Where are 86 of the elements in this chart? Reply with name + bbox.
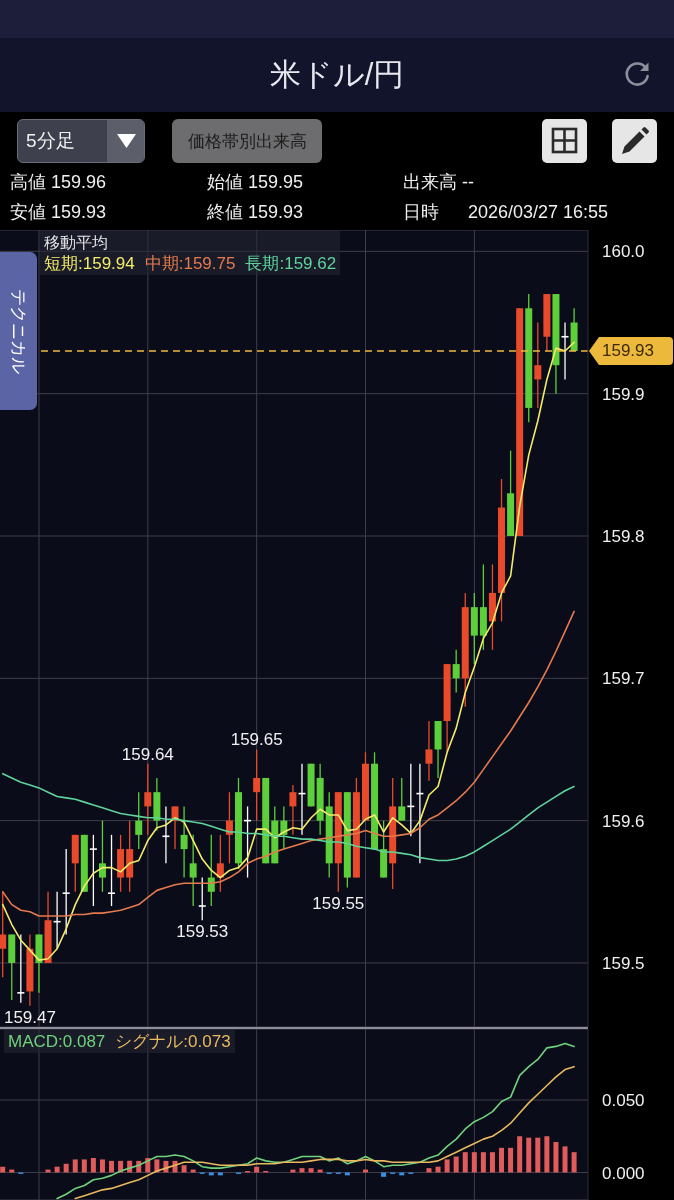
bar	[299, 1168, 305, 1173]
bar	[535, 1137, 541, 1173]
bar	[399, 1172, 405, 1176]
candlestick	[289, 784, 297, 836]
candlestick	[534, 321, 542, 409]
bar	[471, 1152, 477, 1173]
candlestick	[16, 933, 26, 1004]
y-tick-label: 0.000	[602, 1163, 645, 1183]
text: 長期:159.62	[245, 254, 337, 273]
bar	[308, 1168, 314, 1173]
y-tick-label: 159.5	[602, 953, 645, 973]
dropdown-field: 5分足	[17, 119, 145, 163]
candlestick	[425, 720, 433, 782]
y-tick-label: 159.8	[602, 527, 645, 547]
y-tick-label: 159.9	[602, 384, 645, 404]
text: 日時	[403, 202, 439, 222]
bar	[90, 1157, 96, 1173]
text: シグナル:0.073	[115, 1032, 231, 1051]
bar	[99, 1159, 105, 1173]
bar	[444, 1159, 450, 1173]
candlestick	[144, 763, 152, 836]
bar	[81, 1159, 87, 1173]
annotation: 159.55	[312, 893, 365, 913]
text: 中期:159.75	[144, 254, 236, 273]
button: 価格帯別出来高	[172, 119, 322, 163]
line-series	[74, 1065, 575, 1200]
side-tab: テクニカル	[0, 252, 37, 410]
candlestick	[89, 834, 98, 907]
candlestick	[98, 819, 106, 893]
bar	[517, 1136, 523, 1173]
annotation: 159.53	[176, 922, 229, 942]
legend-title: 移動平均	[44, 234, 108, 251]
bar	[562, 1146, 568, 1173]
annotation: 159.65	[230, 730, 283, 750]
candlestick	[216, 834, 224, 893]
line-series	[1, 610, 575, 917]
text: 終値 159.93	[207, 202, 304, 222]
y-tick-label: 160.0	[602, 242, 645, 262]
candlestick	[452, 649, 460, 694]
annotation: テクニカル	[9, 288, 28, 374]
bar	[571, 1152, 577, 1173]
bar	[544, 1136, 550, 1173]
bar	[489, 1152, 495, 1173]
annotation: 159.47	[3, 1007, 56, 1027]
candlestick	[180, 805, 188, 879]
bar	[480, 1152, 486, 1173]
price-tag: 159.93	[589, 336, 673, 365]
bar	[217, 1172, 223, 1176]
text: 高値 159.96	[10, 172, 107, 192]
bar	[181, 1165, 187, 1173]
bar	[462, 1152, 468, 1173]
text: 始値 159.95	[207, 172, 304, 192]
bar	[109, 1160, 115, 1173]
candlestick	[61, 848, 71, 936]
bar	[381, 1172, 387, 1177]
bar	[344, 1172, 350, 1176]
bar	[508, 1147, 514, 1173]
y-tick-label: 0.050	[602, 1091, 645, 1111]
header-bar: 米ドル/円	[0, 0, 674, 112]
bar	[553, 1142, 559, 1173]
line-series	[1, 772, 575, 862]
candlestick	[0, 891, 7, 978]
candlestick	[161, 805, 171, 864]
candlestick	[189, 834, 197, 907]
bar	[453, 1156, 459, 1173]
y-tick-label: 159.6	[602, 811, 645, 831]
text: 安値 159.93	[10, 202, 107, 222]
candlestick	[135, 791, 143, 850]
bar	[72, 1159, 78, 1173]
y-tick-label: 159.7	[602, 669, 645, 689]
chart-title: 米ドル/円	[269, 56, 405, 94]
annotation: 159.64	[121, 744, 174, 764]
text: 2026/03/27 16:55	[468, 202, 609, 222]
candlestick	[398, 777, 406, 822]
bar	[63, 1163, 69, 1173]
candlestick	[253, 748, 261, 822]
bar	[426, 1168, 432, 1173]
text: 出来高 --	[403, 172, 474, 192]
bar	[208, 1172, 214, 1176]
candlestick	[197, 876, 207, 921]
text: MACD:0.087	[8, 1032, 106, 1051]
text: 短期:159.94	[44, 254, 135, 273]
bar	[499, 1147, 505, 1173]
bar	[526, 1137, 532, 1173]
candlestick	[107, 834, 116, 907]
candlestick	[560, 321, 570, 381]
